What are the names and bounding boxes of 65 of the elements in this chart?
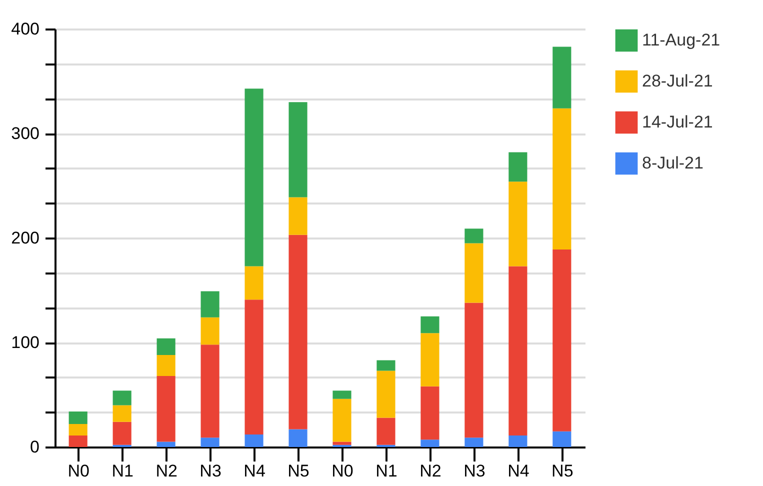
legend-label: 14-Jul-21 xyxy=(642,112,713,132)
bar xyxy=(68,436,88,447)
bar xyxy=(244,88,264,266)
bar xyxy=(332,398,352,442)
bar xyxy=(68,424,88,436)
bar xyxy=(288,102,308,198)
y-tick-label: 400 xyxy=(11,20,40,38)
x-tick-label: N0 xyxy=(332,462,354,480)
legend-label: 28-Jul-21 xyxy=(642,72,713,90)
bar xyxy=(420,386,440,440)
bar xyxy=(376,360,396,371)
legend-label: 8-Jul-21 xyxy=(642,154,704,172)
x-tick-label: N2 xyxy=(420,462,442,480)
bar xyxy=(508,436,528,447)
bar xyxy=(508,182,528,266)
y-tick-label: 100 xyxy=(11,333,40,352)
bar xyxy=(156,355,176,376)
bar xyxy=(112,422,132,445)
x-tick-label: N5 xyxy=(552,462,574,480)
y-tick-label: 200 xyxy=(11,228,40,248)
bar xyxy=(200,291,220,318)
bar xyxy=(376,370,396,418)
x-tick-label: N1 xyxy=(112,462,134,480)
x-tick-label: N1 xyxy=(376,462,398,480)
y-tick-label: 300 xyxy=(11,124,40,143)
bar xyxy=(288,197,308,235)
bar xyxy=(552,249,572,432)
x-tick-label: N4 xyxy=(508,462,530,480)
bar xyxy=(200,344,220,438)
bar xyxy=(420,440,440,447)
bar xyxy=(508,152,528,182)
bar xyxy=(200,438,220,447)
bar xyxy=(68,411,88,424)
bar xyxy=(464,228,484,244)
bar xyxy=(244,300,264,434)
x-tick-label: N3 xyxy=(464,462,486,480)
bar xyxy=(420,333,440,386)
bar xyxy=(156,442,176,447)
bar xyxy=(464,438,484,447)
x-tick-label: N4 xyxy=(244,462,266,480)
bar xyxy=(508,266,528,436)
bar xyxy=(332,442,352,445)
bar xyxy=(552,46,572,108)
legend-label: 11-Aug-21 xyxy=(642,30,720,50)
bar xyxy=(552,431,572,447)
bar xyxy=(376,418,396,445)
x-tick-label: N2 xyxy=(156,462,178,480)
x-tick-label: N3 xyxy=(200,462,222,480)
bar xyxy=(112,405,132,422)
bar xyxy=(464,302,484,438)
bar xyxy=(112,390,132,406)
bar xyxy=(156,376,176,442)
bar xyxy=(464,243,484,303)
bar xyxy=(288,234,308,430)
y-tick-label: 0 xyxy=(30,438,40,456)
bar xyxy=(200,317,220,345)
bar xyxy=(288,429,308,447)
bar xyxy=(156,338,176,356)
x-tick-label: N0 xyxy=(68,462,90,480)
x-tick-label: N5 xyxy=(288,462,310,480)
bar xyxy=(420,316,440,334)
bar xyxy=(244,434,264,447)
bar xyxy=(244,266,264,300)
bar xyxy=(332,390,352,399)
bar xyxy=(552,108,572,250)
